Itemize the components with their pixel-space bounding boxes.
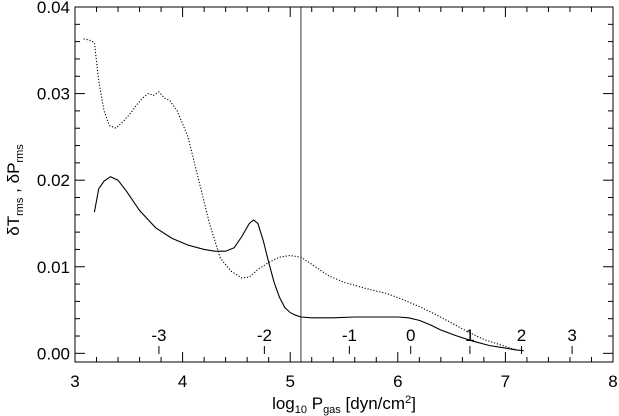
secondary-scale-label: 1 (465, 326, 474, 345)
secondary-scale-label: -3 (151, 326, 166, 345)
series-line-dotted (83, 38, 517, 351)
x-tick-label: 6 (393, 372, 402, 391)
y-axis-label: δTrms , δPrms (4, 144, 26, 236)
x-axis-label-unit-sup: 2 (405, 394, 411, 406)
x-tick-label: 4 (178, 372, 187, 391)
series-layer (83, 38, 524, 352)
secondary-scale-labels: -3 -2 -1 0 1 2 3 (151, 326, 577, 354)
x-tick-label: 5 (285, 372, 294, 391)
x-axis-label-unit: [dyn/cm (341, 394, 405, 413)
x-tick-label: 7 (501, 372, 510, 391)
x-axis-label-log-sub: 10 (295, 404, 307, 416)
y-tick-label: 0.00 (37, 344, 70, 363)
secondary-scale-label: 3 (567, 326, 576, 345)
y-axis-label-dp-sub: rms (14, 144, 26, 163)
x-axis-label-log: log (272, 394, 295, 413)
y-axis-label-dt: δT (4, 216, 23, 236)
x-tick-label: 8 (608, 372, 617, 391)
y-tick-label: 0.01 (37, 258, 70, 277)
x-tick-labels: 3 4 5 6 7 8 (70, 372, 617, 391)
tick-layer (74, 6, 614, 362)
secondary-scale-label: -1 (342, 326, 357, 345)
secondary-scale-label: 2 (517, 326, 526, 345)
secondary-scale-label: -2 (257, 326, 272, 345)
plot-frame (74, 6, 614, 363)
x-tick-label: 3 (70, 372, 79, 391)
x-axis-label-p: P (307, 394, 323, 413)
x-axis-label: log10 Pgas [dyn/cm2] (272, 394, 416, 416)
y-tick-label: 0.02 (37, 171, 70, 190)
x-axis-label-p-sub: gas (323, 404, 341, 416)
y-tick-label: 0.04 (37, 0, 70, 17)
secondary-scale-label: 0 (406, 326, 415, 345)
y-tick-label: 0.03 (37, 85, 70, 104)
series-line-solid (93, 176, 524, 352)
y-axis-label-dt-sub: rms (14, 197, 26, 216)
x-axis-label-close: ] (411, 394, 416, 413)
y-tick-labels: 0.00 0.01 0.02 0.03 0.04 (37, 0, 70, 363)
y-axis-label-dp: , δP (4, 163, 23, 198)
